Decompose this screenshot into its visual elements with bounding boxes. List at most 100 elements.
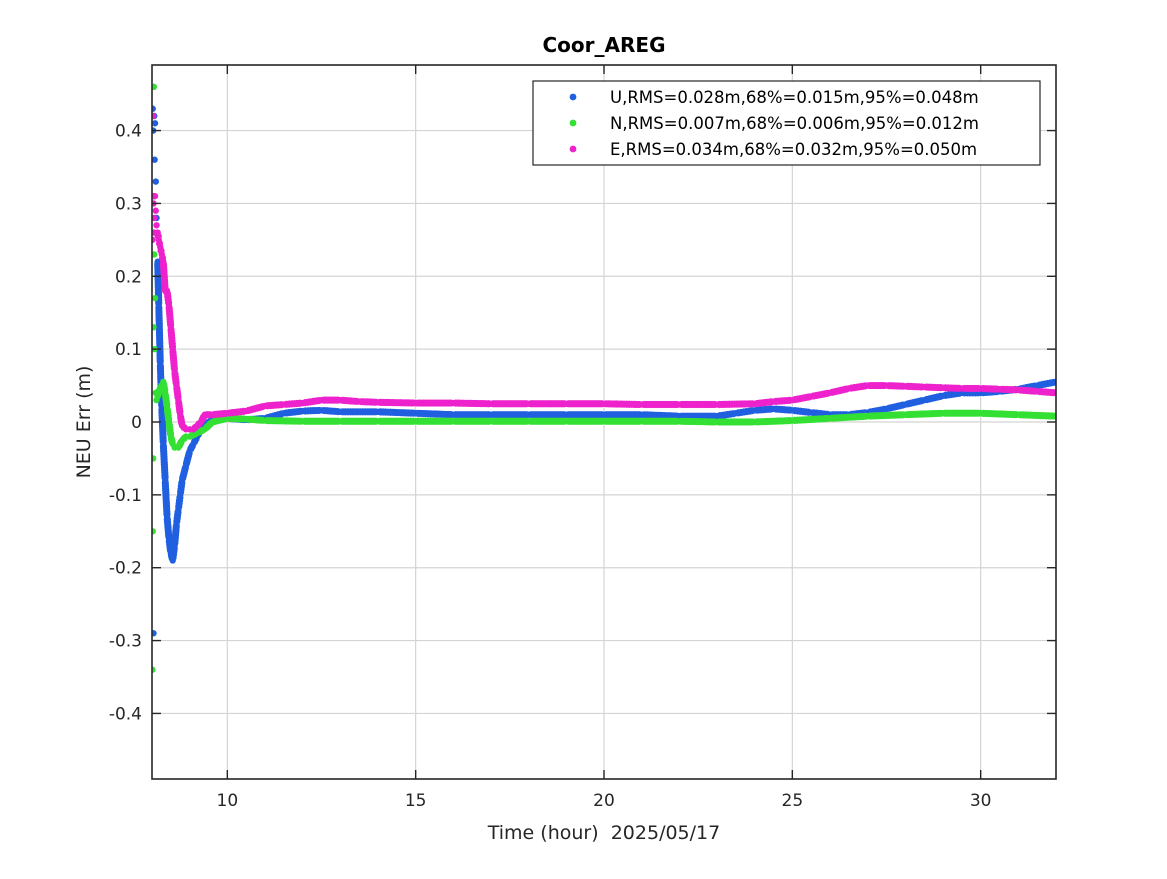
data-point bbox=[597, 411, 606, 419]
data-point bbox=[1049, 412, 1056, 420]
data-point bbox=[277, 410, 285, 418]
data-point bbox=[296, 399, 304, 407]
data-point bbox=[334, 396, 342, 404]
ticks: 10 15 20 25 30 -0.4 -0.3 -0.2 -0.1 0 0.1 0.2 0.3 0.4 bbox=[109, 65, 1056, 811]
x-tick-label: 20 bbox=[593, 791, 615, 811]
x-tick-label: 15 bbox=[405, 791, 427, 811]
data-point bbox=[158, 254, 167, 262]
data-point bbox=[163, 510, 171, 518]
y-tick-label: -0.2 bbox=[109, 559, 142, 579]
data-point bbox=[560, 417, 568, 425]
y-tick-label: -0.1 bbox=[109, 486, 142, 506]
data-point bbox=[917, 397, 926, 405]
data-point bbox=[152, 112, 157, 120]
data-point bbox=[152, 207, 159, 214]
data-point bbox=[168, 342, 177, 351]
data-point bbox=[152, 251, 158, 258]
data-point bbox=[899, 411, 907, 419]
data-point bbox=[484, 400, 493, 408]
data-point bbox=[409, 409, 417, 417]
data-point bbox=[152, 178, 159, 185]
series-1 bbox=[152, 83, 1056, 673]
data-point bbox=[899, 382, 907, 390]
data-point bbox=[161, 284, 169, 292]
data-point bbox=[221, 409, 229, 418]
data-point bbox=[156, 357, 164, 365]
y-tick-label: 0.1 bbox=[115, 340, 142, 360]
data-point bbox=[974, 409, 982, 417]
data-point bbox=[258, 403, 266, 411]
data-point bbox=[152, 192, 159, 200]
data-point bbox=[936, 392, 944, 400]
y-tick-label: 0.3 bbox=[115, 194, 142, 214]
data-point bbox=[315, 406, 323, 415]
data-point bbox=[371, 398, 379, 406]
grid bbox=[152, 65, 1056, 779]
data-point bbox=[161, 386, 169, 394]
data-point bbox=[170, 545, 178, 553]
data-point bbox=[447, 417, 455, 425]
legend-label: N,RMS=0.007m,68%=0.006m,95%=0.012m bbox=[610, 114, 979, 133]
legend-marker bbox=[569, 119, 577, 127]
data-point bbox=[597, 400, 606, 408]
data-point bbox=[239, 415, 248, 423]
data-point bbox=[166, 430, 175, 438]
data-point bbox=[917, 383, 926, 391]
data-point bbox=[635, 417, 643, 425]
data-point bbox=[296, 417, 304, 425]
data-point bbox=[880, 381, 888, 390]
data-point bbox=[163, 400, 171, 409]
legend-label: U,RMS=0.028m,68%=0.015m,95%=0.048m bbox=[610, 88, 979, 107]
data-point bbox=[315, 396, 323, 405]
data-point bbox=[152, 455, 157, 462]
data-point bbox=[880, 405, 888, 414]
data-point bbox=[861, 382, 869, 390]
data-point bbox=[152, 630, 157, 637]
data-point bbox=[172, 379, 180, 387]
data-point bbox=[748, 418, 756, 426]
x-tick-label: 10 bbox=[217, 791, 239, 811]
data-point bbox=[484, 411, 493, 419]
data-point bbox=[239, 407, 248, 415]
data-point bbox=[522, 417, 530, 425]
data-point bbox=[152, 83, 158, 91]
series-2 bbox=[152, 112, 1056, 433]
y-tick-label: -0.4 bbox=[109, 704, 142, 724]
data-point bbox=[955, 384, 963, 392]
data-point bbox=[1049, 378, 1056, 387]
data-point bbox=[560, 411, 568, 419]
y-tick-label: 0.4 bbox=[115, 122, 142, 142]
y-tick-label: -0.3 bbox=[109, 632, 142, 652]
legend-label: E,RMS=0.034m,68%=0.032m,95%=0.050m bbox=[610, 140, 977, 159]
data-point bbox=[152, 156, 158, 163]
data-point bbox=[164, 415, 173, 423]
x-axis-title: Time (hour) 2025/05/17 bbox=[487, 822, 720, 844]
data-point bbox=[635, 400, 643, 409]
data-point bbox=[1012, 386, 1020, 394]
data-point bbox=[180, 423, 188, 432]
data-point bbox=[161, 474, 169, 482]
data-point bbox=[371, 408, 380, 416]
data-point bbox=[155, 299, 163, 307]
data-point bbox=[936, 384, 944, 392]
data-point bbox=[152, 528, 156, 535]
legend-marker bbox=[569, 145, 577, 153]
data-point bbox=[258, 416, 266, 424]
legend: U,RMS=0.028m,68%=0.015m,95%=0.048m N,RMS=… bbox=[532, 80, 1041, 166]
y-axis-title: NEU Err (m) bbox=[73, 366, 95, 479]
data-point bbox=[165, 532, 173, 540]
data-point bbox=[176, 408, 184, 416]
data-point bbox=[168, 437, 176, 446]
data-point bbox=[560, 400, 568, 408]
data-point bbox=[1030, 387, 1039, 395]
data-point bbox=[166, 320, 175, 329]
data-point bbox=[993, 385, 1001, 393]
data-point bbox=[786, 406, 794, 414]
data-point bbox=[635, 411, 643, 419]
data-point bbox=[936, 409, 945, 417]
data-point bbox=[673, 417, 681, 425]
data-point bbox=[823, 389, 831, 397]
data-point bbox=[152, 105, 156, 112]
